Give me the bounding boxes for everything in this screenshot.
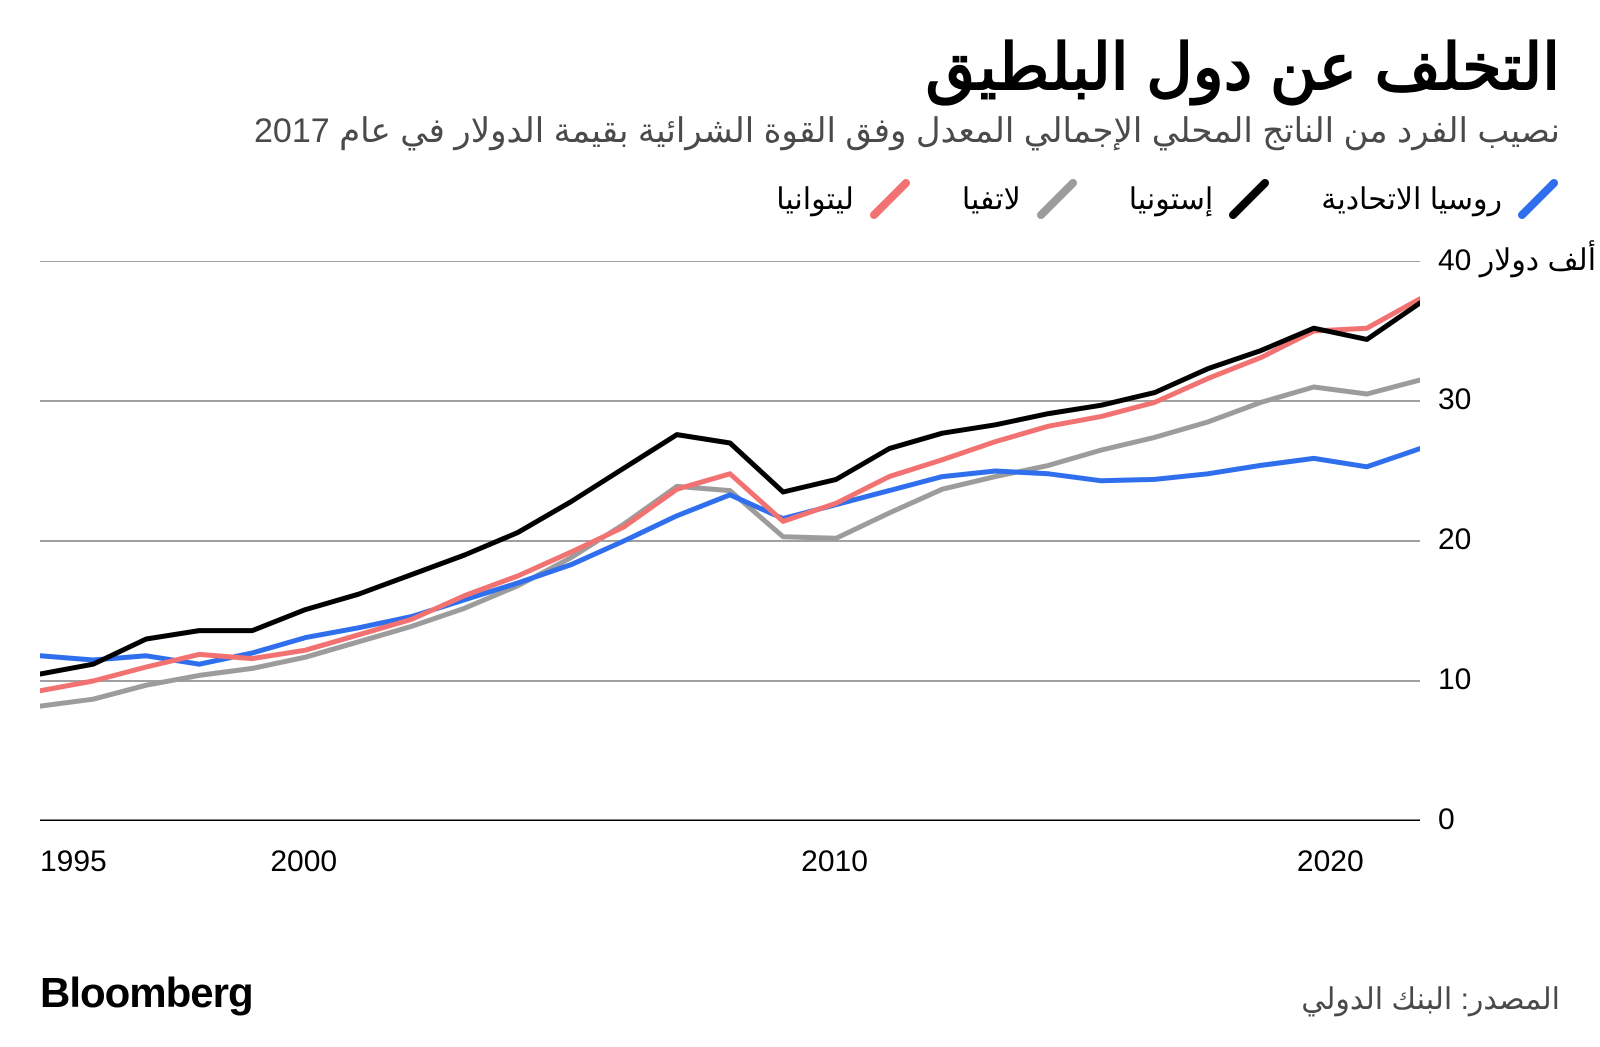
y-tick-label: 10 [1438,663,1471,697]
chart-subtitle: نصيب الفرد من الناتج المحلي الإجمالي الم… [40,111,1560,151]
chart-plot-area: 010203040 ألف دولار1995200020102020 [40,261,1560,879]
brand-logo: Bloomberg [40,969,253,1017]
legend-item-estonia: إستونيا [1129,177,1272,221]
x-tick-label: 2010 [801,845,868,879]
legend-label: روسيا الاتحادية [1321,182,1502,217]
legend-item-lithuania: ليتوانيا [776,177,912,221]
legend-item-latvia: لاتفيا [962,177,1079,221]
legend-swatch-icon [1227,177,1271,221]
y-tick-label: 40 ألف دولار [1438,243,1596,278]
legend-label: لاتفيا [962,182,1021,217]
legend-swatch-icon [1035,177,1079,221]
y-tick-label: 20 [1438,523,1471,557]
chart-container: التخلف عن دول البلطيق نصيب الفرد من النا… [0,0,1600,1047]
y-tick-label: 30 [1438,383,1471,417]
legend-swatch-icon [1516,177,1560,221]
legend-label: ليتوانيا [776,182,854,217]
legend: روسيا الاتحادية إستونيا لاتفيا ليتوانيا [40,177,1560,221]
source-label: المصدر: البنك الدولي [1301,982,1560,1017]
legend-item-russia: روسيا الاتحادية [1321,177,1560,221]
x-tick-label: 1995 [40,845,107,879]
plot-svg [40,261,1420,821]
y-tick-label: 0 [1438,803,1455,837]
x-tick-label: 2000 [270,845,337,879]
chart-footer: Bloomberg المصدر: البنك الدولي [40,969,1560,1017]
chart-title: التخلف عن دول البلطيق [40,30,1560,105]
legend-label: إستونيا [1129,182,1214,217]
legend-swatch-icon [868,177,912,221]
x-tick-label: 2020 [1297,845,1364,879]
